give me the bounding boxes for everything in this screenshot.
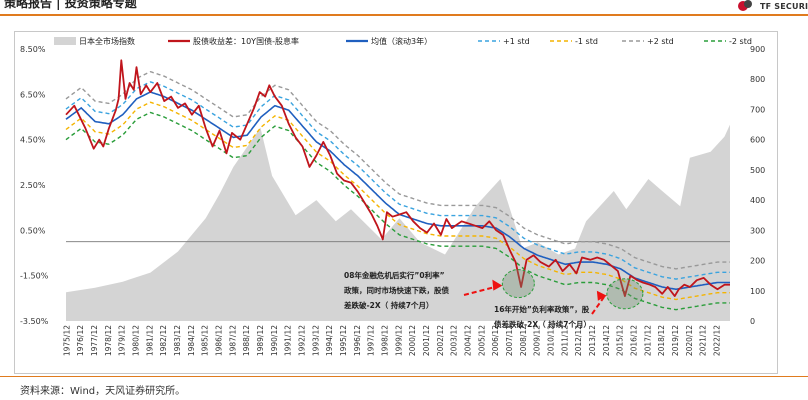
x-tick-label: 1978/12 [104, 325, 113, 356]
x-tick-label: 2004/12 [463, 325, 472, 356]
legend-label: 股债收益差：10Y国债-股息率 [193, 36, 299, 46]
x-tick-label: 2016/12 [629, 325, 638, 356]
highlight-circle-2016 [606, 278, 644, 310]
annotation-2008-line: 政策，同时市场快速下跌，股债 [344, 285, 449, 295]
y-left-tick-label: 8.50% [20, 45, 46, 54]
x-tick-label: 1993/12 [311, 325, 320, 356]
x-tick-label: 2012/12 [574, 325, 583, 356]
y-right-tick-label: 800 [750, 75, 765, 84]
x-tick-label: 2015/12 [616, 325, 625, 356]
x-tick-label: 1986/12 [214, 325, 223, 356]
annotation-2016-line: 16年开始”负利率政策”，股 [494, 304, 590, 314]
y-left-tick-label: 0.50% [20, 226, 46, 235]
x-tick-label: 2001/12 [422, 325, 431, 356]
legend-label: -2 std [729, 37, 752, 46]
x-tick-label: 2014/12 [602, 325, 611, 356]
y-right-tick-label: 100 [750, 287, 765, 296]
x-tick-label: 1998/12 [380, 325, 389, 356]
x-tick-label: 1980/12 [131, 325, 140, 356]
x-tick-label: 1984/12 [187, 325, 196, 356]
y-left-tick-label: 2.50% [20, 181, 46, 190]
y-right-tick-label: 700 [750, 105, 765, 114]
x-tick-label: 2003/12 [450, 325, 459, 356]
y-right-tick-label: 0 [750, 317, 755, 326]
x-tick-label: 1976/12 [76, 325, 85, 356]
annotation-2016-line: 债差跌破-2X（ 持续7个月） [494, 319, 591, 329]
x-tick-label: 2010/12 [546, 325, 555, 356]
x-tick-label: 2021/12 [699, 325, 708, 356]
annotation-2008-line: 差跌破-2X（ 持续7个月） [343, 300, 433, 310]
x-tick-label: 1997/12 [367, 325, 376, 356]
y-right-tick-label: 200 [750, 257, 765, 266]
header-divider [0, 14, 808, 16]
x-tick-label: 1981/12 [145, 325, 154, 356]
x-tick-label: 1994/12 [325, 325, 334, 356]
x-tick-label: 1975/12 [62, 325, 71, 356]
x-tick-label: 1995/12 [339, 325, 348, 356]
x-tick-label: 1983/12 [173, 325, 182, 356]
y-right-tick-label: 400 [750, 196, 765, 205]
legend-swatch-index [54, 37, 76, 45]
x-tick-label: 2013/12 [588, 325, 597, 356]
x-tick-label: 2020/12 [685, 325, 694, 356]
x-tick-label: 2000/12 [408, 325, 417, 356]
brand-name: TF SECURITIES [760, 2, 808, 11]
y-left-tick-label: -3.50% [20, 317, 49, 326]
y-right-tick-label: 500 [750, 166, 765, 175]
y-left-tick-label: 6.50% [20, 90, 46, 99]
report-header: 策略报告 | 投资策略专题 TF SECURITIES [0, 0, 808, 16]
annotation-arrow-2008 [463, 284, 501, 296]
y-right-tick-label: 600 [750, 136, 765, 145]
legend-label: 均值（滚动3年） [371, 36, 432, 46]
x-tick-label: 1987/12 [228, 325, 237, 356]
mean-line [65, 91, 730, 291]
footer-divider [0, 376, 808, 377]
plus2-std-line [65, 70, 730, 270]
legend-label: +1 std [503, 37, 530, 46]
yield-spread-chart: 8.50% 6.50% 4.50% 2.50% 0.50% -1.50% -3.50% 900… [14, 31, 778, 374]
x-tick-label: 1992/12 [297, 325, 306, 356]
x-tick-label: 1990/12 [270, 325, 279, 356]
x-tick-label: 2019/12 [671, 325, 680, 356]
highlight-circle-2008 [501, 269, 535, 299]
y-left-tick-label: 4.50% [20, 136, 46, 145]
x-tick-label: 2017/12 [643, 325, 652, 356]
source-note: 资料来源：Wind，天风证券研究所。 [20, 386, 186, 397]
x-tick-label: 2002/12 [436, 325, 445, 356]
spread-line [65, 59, 730, 298]
x-tick-label: 1989/12 [256, 325, 265, 356]
y-right-tick-label: 300 [750, 226, 765, 235]
x-tick-label: 2011/12 [560, 325, 569, 356]
legend-label: -1 std [575, 37, 598, 46]
annotation-arrow-2016 [591, 295, 606, 315]
legend-label: +2 std [647, 37, 674, 46]
x-tick-label: 1979/12 [118, 325, 127, 356]
x-tick-label: 1988/12 [242, 325, 251, 356]
legend-label: 日本全市场指数 [79, 36, 135, 46]
x-tick-label: 1991/12 [284, 325, 293, 356]
plus1-std-line [65, 81, 730, 280]
brand-logo-icon [738, 0, 752, 11]
x-tick-label: 2009/12 [533, 325, 542, 356]
annotation-arrowhead-2008 [492, 279, 503, 291]
report-title: 策略报告 | 投资策略专题 [4, 0, 137, 10]
annotation-arrowhead-2016 [596, 290, 607, 301]
y-left-tick-label: -1.50% [20, 272, 49, 281]
x-tick-label: 1985/12 [201, 325, 210, 356]
x-tick-label: 2018/12 [657, 325, 666, 356]
x-tick-label: 2022/12 [712, 325, 721, 356]
annotation-2008-line: 08年金融危机后实行”0利率” [344, 270, 445, 280]
x-tick-label: 2005/12 [477, 325, 486, 356]
x-tick-label: 2006/12 [491, 325, 500, 356]
y-right-tick-label: 900 [750, 45, 765, 54]
x-tick-label: 2008/12 [519, 325, 528, 356]
x-tick-label: 1999/12 [394, 325, 403, 356]
x-tick-label: 1977/12 [90, 325, 99, 356]
x-tick-label: 2007/12 [505, 325, 514, 356]
minus2-std-line [65, 111, 730, 311]
x-tick-label: 1996/12 [353, 325, 362, 356]
x-tick-label: 1982/12 [159, 325, 168, 356]
